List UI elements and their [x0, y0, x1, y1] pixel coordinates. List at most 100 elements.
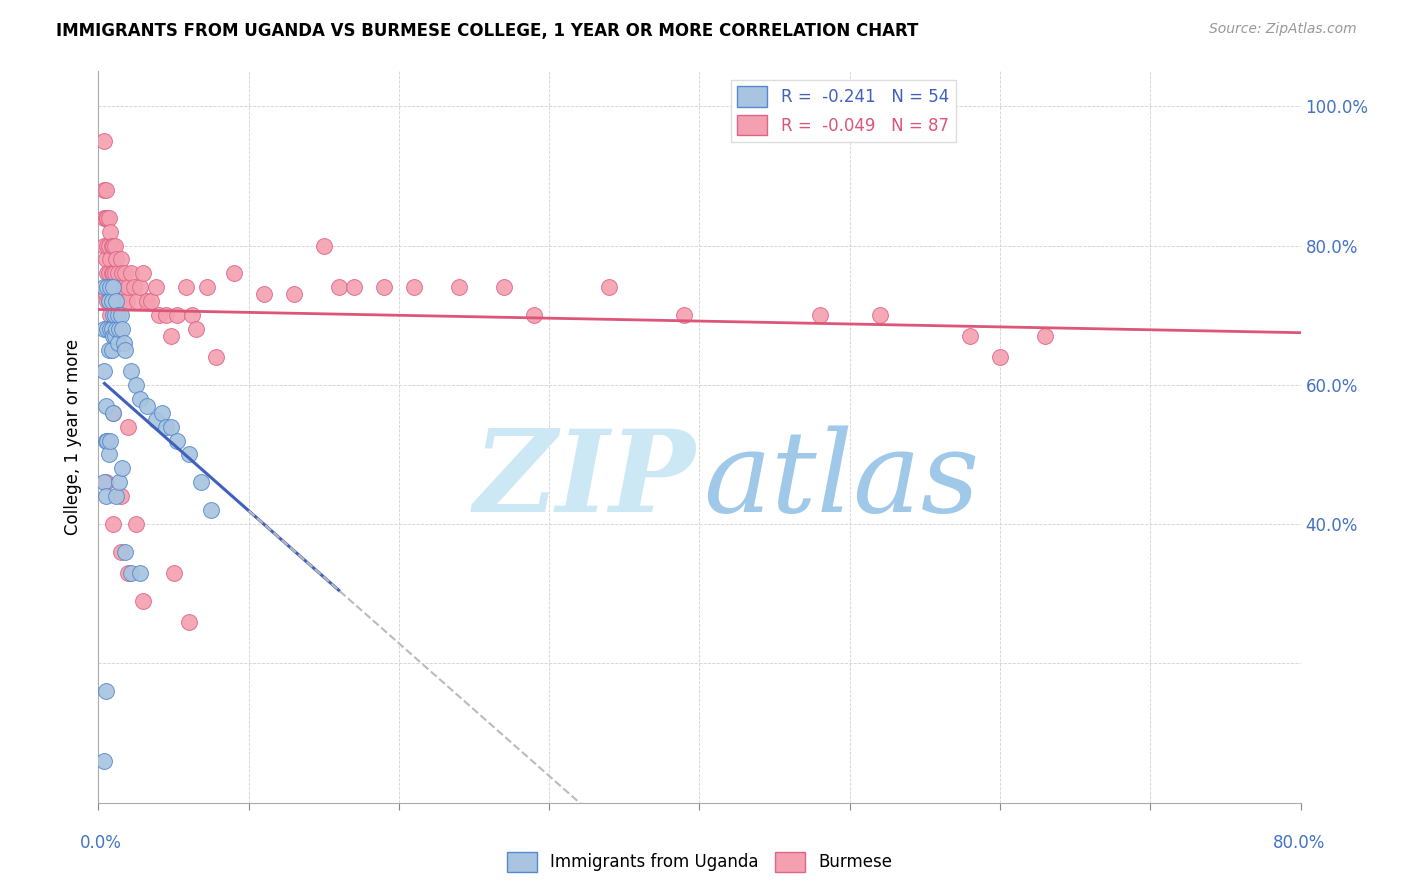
- Point: [94, 684, 117, 698]
- Point: [94, 211, 117, 225]
- Point: [177, 448, 200, 462]
- Point: [93, 134, 115, 148]
- Point: [101, 266, 124, 280]
- Point: [111, 266, 134, 280]
- Point: [124, 280, 146, 294]
- Point: [110, 308, 132, 322]
- Point: [110, 545, 132, 559]
- Point: [373, 280, 395, 294]
- Point: [101, 294, 124, 309]
- Point: [93, 364, 115, 378]
- Point: [93, 322, 115, 336]
- Point: [117, 566, 139, 580]
- Point: [107, 294, 129, 309]
- Point: [166, 308, 188, 322]
- Point: [312, 238, 335, 252]
- Point: [494, 280, 516, 294]
- Point: [159, 419, 181, 434]
- Point: [447, 280, 470, 294]
- Point: [180, 308, 202, 322]
- Point: [103, 406, 125, 420]
- Text: ZIP: ZIP: [474, 425, 696, 536]
- Point: [101, 294, 124, 309]
- Point: [94, 183, 117, 197]
- Legend: Immigrants from Uganda, Burmese: Immigrants from Uganda, Burmese: [501, 845, 898, 879]
- Point: [103, 238, 125, 252]
- Point: [127, 294, 149, 309]
- Point: [101, 322, 124, 336]
- Point: [97, 266, 120, 280]
- Point: [111, 461, 134, 475]
- Point: [132, 594, 155, 608]
- Point: [96, 211, 118, 225]
- Point: [104, 266, 127, 280]
- Point: [97, 294, 120, 309]
- Point: [96, 322, 118, 336]
- Point: [107, 266, 129, 280]
- Point: [174, 280, 197, 294]
- Point: [94, 475, 117, 490]
- Point: [100, 322, 122, 336]
- Point: [959, 329, 981, 343]
- Point: [100, 280, 122, 294]
- Point: [598, 280, 620, 294]
- Point: [97, 343, 120, 357]
- Point: [402, 280, 425, 294]
- Point: [328, 280, 350, 294]
- Point: [155, 308, 177, 322]
- Point: [200, 503, 222, 517]
- Point: [96, 280, 118, 294]
- Point: [108, 322, 131, 336]
- Point: [105, 294, 128, 309]
- Point: [93, 183, 115, 197]
- Point: [103, 294, 125, 309]
- Point: [190, 475, 212, 490]
- Point: [129, 280, 152, 294]
- Point: [96, 294, 118, 309]
- Point: [117, 419, 139, 434]
- Point: [184, 322, 207, 336]
- Point: [121, 364, 143, 378]
- Point: [125, 377, 148, 392]
- Point: [121, 266, 143, 280]
- Point: [162, 566, 184, 580]
- Point: [104, 308, 127, 322]
- Point: [93, 280, 115, 294]
- Point: [97, 211, 120, 225]
- Point: [111, 294, 134, 309]
- Point: [110, 252, 132, 267]
- Point: [94, 399, 117, 413]
- Point: [112, 280, 135, 294]
- Point: [125, 517, 148, 532]
- Point: [117, 280, 139, 294]
- Point: [100, 252, 122, 267]
- Point: [115, 294, 138, 309]
- Point: [94, 287, 117, 301]
- Point: [204, 350, 226, 364]
- Point: [96, 266, 118, 280]
- Point: [93, 238, 115, 252]
- Point: [100, 434, 122, 448]
- Point: [114, 545, 136, 559]
- Point: [104, 329, 127, 343]
- Point: [110, 489, 132, 503]
- Point: [139, 294, 162, 309]
- Point: [673, 308, 696, 322]
- Point: [523, 308, 546, 322]
- Point: [1033, 329, 1056, 343]
- Point: [988, 350, 1011, 364]
- Point: [103, 266, 125, 280]
- Point: [343, 280, 366, 294]
- Point: [111, 322, 134, 336]
- Point: [869, 308, 891, 322]
- Point: [105, 489, 128, 503]
- Point: [96, 238, 118, 252]
- Point: [108, 280, 131, 294]
- Point: [150, 406, 173, 420]
- Point: [107, 308, 129, 322]
- Point: [100, 280, 122, 294]
- Point: [103, 329, 125, 343]
- Point: [96, 434, 118, 448]
- Point: [155, 419, 177, 434]
- Point: [159, 329, 181, 343]
